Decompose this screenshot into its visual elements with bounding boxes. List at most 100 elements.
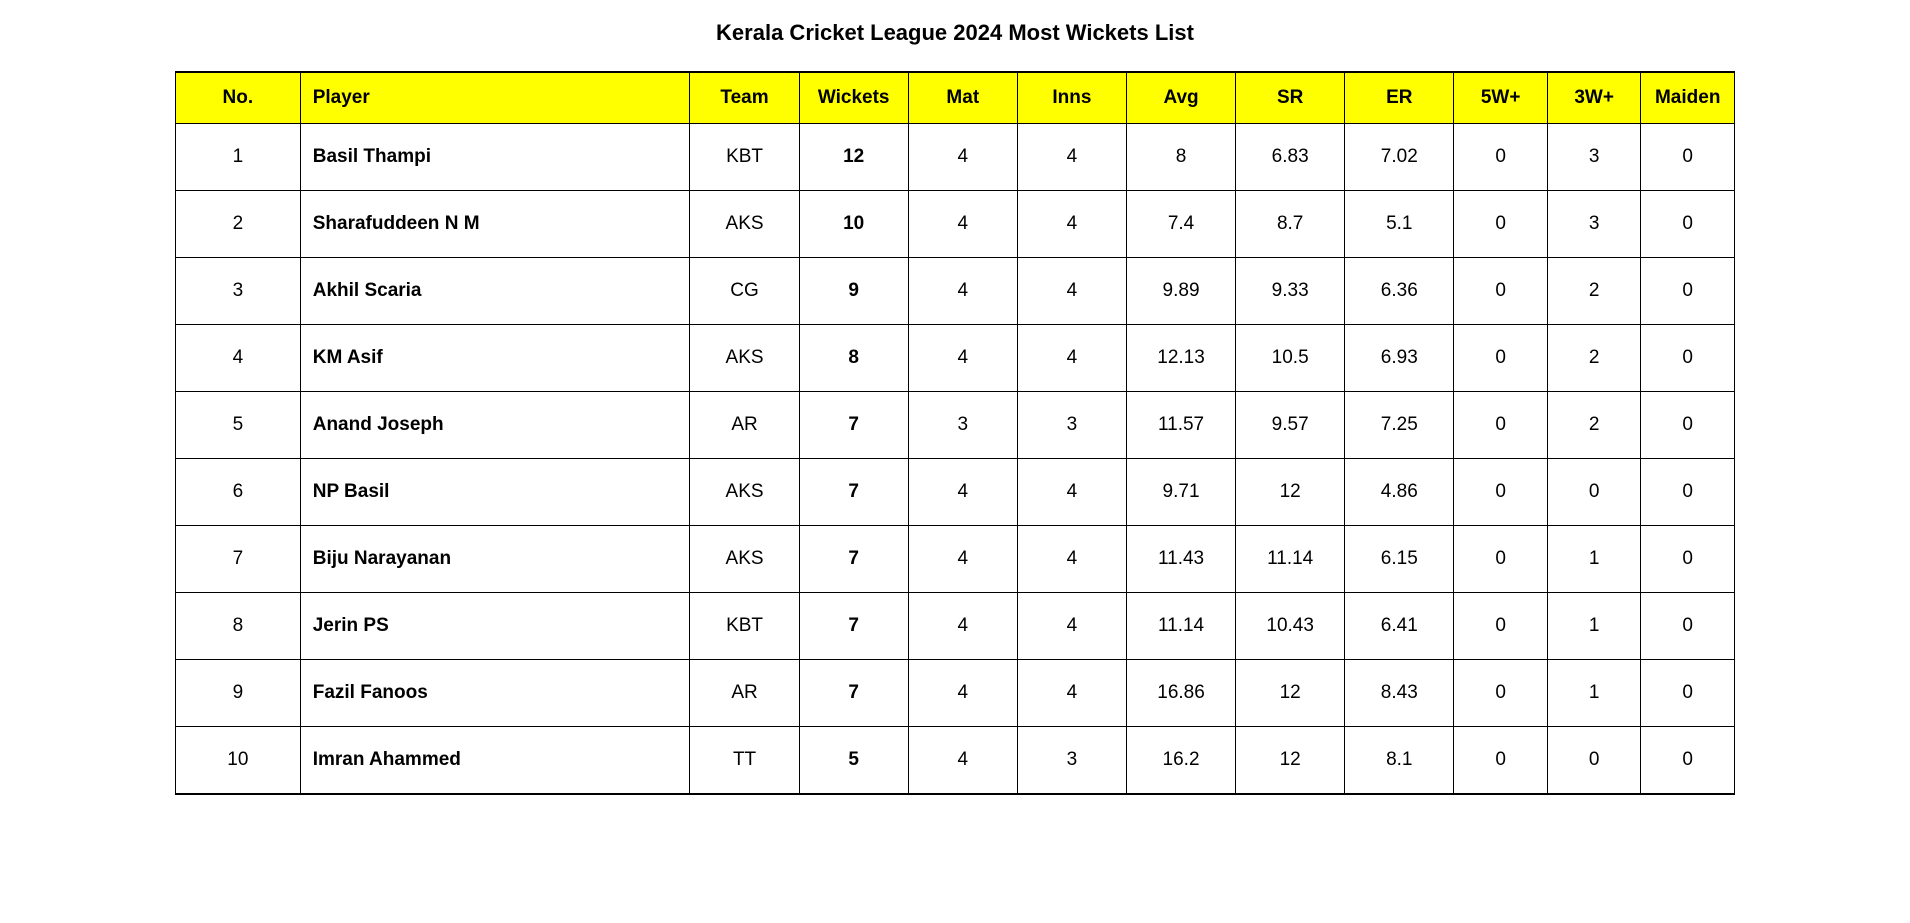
- cell-w3: 0: [1547, 459, 1641, 526]
- cell-w3: 2: [1547, 325, 1641, 392]
- cell-no: 2: [176, 191, 301, 258]
- cell-sr: 12: [1236, 459, 1345, 526]
- cell-player: NP Basil: [300, 459, 690, 526]
- cell-no: 1: [176, 124, 301, 191]
- page-title: Kerala Cricket League 2024 Most Wickets …: [175, 20, 1735, 46]
- cell-player: Akhil Scaria: [300, 258, 690, 325]
- cell-avg: 7.4: [1126, 191, 1235, 258]
- table-row: 3Akhil ScariaCG9449.899.336.36020: [176, 258, 1735, 325]
- cell-team: AR: [690, 660, 799, 727]
- cell-mat: 4: [908, 660, 1017, 727]
- cell-inns: 3: [1017, 727, 1126, 795]
- cell-mat: 4: [908, 325, 1017, 392]
- cell-mat: 4: [908, 526, 1017, 593]
- cell-inns: 4: [1017, 191, 1126, 258]
- cell-player: Anand Joseph: [300, 392, 690, 459]
- cell-w5: 0: [1454, 526, 1548, 593]
- table-body: 1Basil ThampiKBT124486.837.020302Sharafu…: [176, 124, 1735, 795]
- cell-maiden: 0: [1641, 459, 1735, 526]
- cell-avg: 16.86: [1126, 660, 1235, 727]
- table-row: 9Fazil FanoosAR74416.86128.43010: [176, 660, 1735, 727]
- cell-team: KBT: [690, 593, 799, 660]
- cell-er: 4.86: [1345, 459, 1454, 526]
- cell-no: 6: [176, 459, 301, 526]
- cell-wickets: 7: [799, 526, 908, 593]
- cell-mat: 4: [908, 258, 1017, 325]
- column-header-w3: 3W+: [1547, 72, 1641, 124]
- table-row: 4KM AsifAKS84412.1310.56.93020: [176, 325, 1735, 392]
- cell-wickets: 7: [799, 459, 908, 526]
- table-row: 2Sharafuddeen N MAKS10447.48.75.1030: [176, 191, 1735, 258]
- cell-w5: 0: [1454, 660, 1548, 727]
- cell-wickets: 7: [799, 660, 908, 727]
- cell-player: Sharafuddeen N M: [300, 191, 690, 258]
- cell-w5: 0: [1454, 325, 1548, 392]
- cell-wickets: 10: [799, 191, 908, 258]
- cell-player: Imran Ahammed: [300, 727, 690, 795]
- cell-maiden: 0: [1641, 392, 1735, 459]
- cell-no: 4: [176, 325, 301, 392]
- column-header-er: ER: [1345, 72, 1454, 124]
- cell-avg: 9.71: [1126, 459, 1235, 526]
- column-header-w5: 5W+: [1454, 72, 1548, 124]
- cell-avg: 11.43: [1126, 526, 1235, 593]
- cell-maiden: 0: [1641, 526, 1735, 593]
- column-header-no: No.: [176, 72, 301, 124]
- cell-maiden: 0: [1641, 727, 1735, 795]
- cell-sr: 12: [1236, 660, 1345, 727]
- cell-inns: 4: [1017, 325, 1126, 392]
- cell-inns: 4: [1017, 258, 1126, 325]
- cell-player: Biju Narayanan: [300, 526, 690, 593]
- table-row: 10Imran AhammedTT54316.2128.1000: [176, 727, 1735, 795]
- cell-mat: 4: [908, 593, 1017, 660]
- cell-avg: 11.14: [1126, 593, 1235, 660]
- cell-w3: 3: [1547, 124, 1641, 191]
- table-header-row: No.PlayerTeamWicketsMatInnsAvgSRER5W+3W+…: [176, 72, 1735, 124]
- column-header-maiden: Maiden: [1641, 72, 1735, 124]
- cell-sr: 10.5: [1236, 325, 1345, 392]
- column-header-player: Player: [300, 72, 690, 124]
- cell-inns: 4: [1017, 526, 1126, 593]
- cell-mat: 4: [908, 191, 1017, 258]
- cell-avg: 11.57: [1126, 392, 1235, 459]
- cell-sr: 9.33: [1236, 258, 1345, 325]
- cell-maiden: 0: [1641, 258, 1735, 325]
- cell-w3: 3: [1547, 191, 1641, 258]
- cell-avg: 12.13: [1126, 325, 1235, 392]
- cell-wickets: 7: [799, 593, 908, 660]
- cell-player: KM Asif: [300, 325, 690, 392]
- table-row: 5Anand JosephAR73311.579.577.25020: [176, 392, 1735, 459]
- table-row: 8Jerin PSKBT74411.1410.436.41010: [176, 593, 1735, 660]
- cell-team: CG: [690, 258, 799, 325]
- column-header-wickets: Wickets: [799, 72, 908, 124]
- cell-w5: 0: [1454, 593, 1548, 660]
- cell-er: 6.36: [1345, 258, 1454, 325]
- cell-mat: 4: [908, 459, 1017, 526]
- cell-maiden: 0: [1641, 593, 1735, 660]
- cell-sr: 11.14: [1236, 526, 1345, 593]
- cell-w5: 0: [1454, 459, 1548, 526]
- cell-inns: 3: [1017, 392, 1126, 459]
- cell-avg: 9.89: [1126, 258, 1235, 325]
- cell-mat: 4: [908, 124, 1017, 191]
- cell-mat: 3: [908, 392, 1017, 459]
- cell-team: AR: [690, 392, 799, 459]
- cell-maiden: 0: [1641, 124, 1735, 191]
- cell-sr: 8.7: [1236, 191, 1345, 258]
- column-header-mat: Mat: [908, 72, 1017, 124]
- cell-sr: 12: [1236, 727, 1345, 795]
- cell-wickets: 8: [799, 325, 908, 392]
- cell-er: 6.15: [1345, 526, 1454, 593]
- cell-player: Basil Thampi: [300, 124, 690, 191]
- cell-team: AKS: [690, 325, 799, 392]
- cell-sr: 9.57: [1236, 392, 1345, 459]
- cell-w5: 0: [1454, 727, 1548, 795]
- cell-no: 7: [176, 526, 301, 593]
- cell-er: 8.1: [1345, 727, 1454, 795]
- cell-er: 7.02: [1345, 124, 1454, 191]
- cell-team: AKS: [690, 191, 799, 258]
- cell-inns: 4: [1017, 593, 1126, 660]
- cell-sr: 10.43: [1236, 593, 1345, 660]
- cell-w3: 1: [1547, 593, 1641, 660]
- cell-maiden: 0: [1641, 191, 1735, 258]
